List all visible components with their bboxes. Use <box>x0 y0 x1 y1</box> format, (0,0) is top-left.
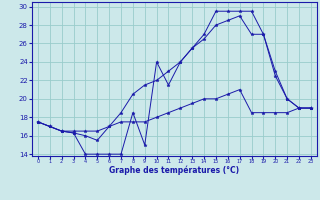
X-axis label: Graphe des températures (°C): Graphe des températures (°C) <box>109 166 239 175</box>
